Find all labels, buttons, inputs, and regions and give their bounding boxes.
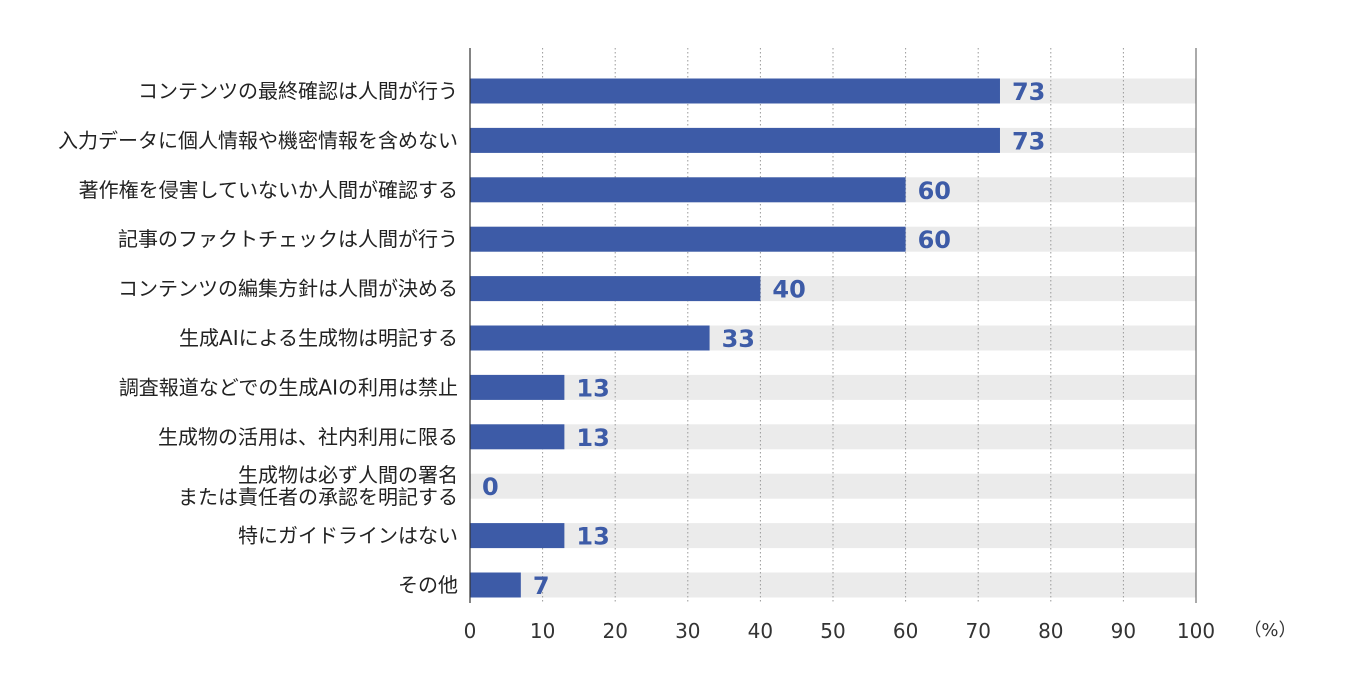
category-label: 調査報道などでの生成AIの利用は禁止 bbox=[119, 375, 458, 399]
value-label: 73 bbox=[1012, 127, 1045, 155]
value-label: 13 bbox=[576, 424, 609, 452]
x-tick-label: 40 bbox=[748, 619, 773, 643]
bar bbox=[470, 325, 710, 351]
x-tick-label: 50 bbox=[820, 619, 845, 643]
bar bbox=[470, 177, 906, 203]
bar-track bbox=[470, 523, 1196, 549]
value-label: 0 bbox=[482, 473, 499, 501]
bar bbox=[470, 572, 521, 598]
x-tick-label: 30 bbox=[675, 619, 700, 643]
value-label: 7 bbox=[533, 572, 550, 600]
category-label: コンテンツの編集方針は人間が決める bbox=[118, 277, 458, 301]
bar bbox=[470, 424, 565, 450]
x-tick-label: 80 bbox=[1038, 619, 1063, 643]
bar bbox=[470, 276, 761, 302]
x-tick-label: 100 bbox=[1177, 619, 1215, 643]
category-label: 特にガイドラインはない bbox=[238, 524, 458, 548]
bar bbox=[470, 226, 906, 252]
bar bbox=[470, 523, 565, 549]
x-tick-label: 60 bbox=[893, 619, 918, 643]
category-label: 生成AIによる生成物は明記する bbox=[179, 326, 458, 350]
x-tick-label: 10 bbox=[530, 619, 555, 643]
value-label: 13 bbox=[576, 523, 609, 551]
category-label: 著作権を侵害していないか人間が確認する bbox=[79, 178, 458, 202]
category-label: 生成物の活用は、社内利用に限る bbox=[158, 425, 458, 449]
x-tick-label: 70 bbox=[965, 619, 990, 643]
category-label: 入力データに個人情報や機密情報を含めない bbox=[58, 128, 458, 152]
x-unit-label: （%） bbox=[1243, 620, 1296, 641]
value-label: 60 bbox=[918, 226, 951, 254]
x-tick-label: 20 bbox=[602, 619, 627, 643]
category-label: 記事のファクトチェックは人間が行う bbox=[118, 227, 458, 251]
x-tick-label: 0 bbox=[464, 619, 477, 643]
bar-track bbox=[470, 473, 1196, 499]
value-label: 73 bbox=[1012, 78, 1045, 106]
value-label: 40 bbox=[772, 276, 805, 304]
x-tick-label: 90 bbox=[1111, 619, 1136, 643]
bar bbox=[470, 374, 565, 400]
category-label: コンテンツの最終確認は人間が行う bbox=[138, 79, 458, 103]
value-label: 60 bbox=[918, 177, 951, 205]
category-label: または責任者の承認を明記する bbox=[178, 485, 458, 509]
category-label: その他 bbox=[398, 573, 458, 597]
category-label: 生成物は必ず人間の署名 bbox=[238, 463, 458, 487]
bar bbox=[470, 127, 1000, 153]
bar-track bbox=[470, 374, 1196, 400]
value-label: 33 bbox=[722, 325, 755, 353]
value-label: 13 bbox=[576, 374, 609, 402]
bar bbox=[470, 78, 1000, 104]
